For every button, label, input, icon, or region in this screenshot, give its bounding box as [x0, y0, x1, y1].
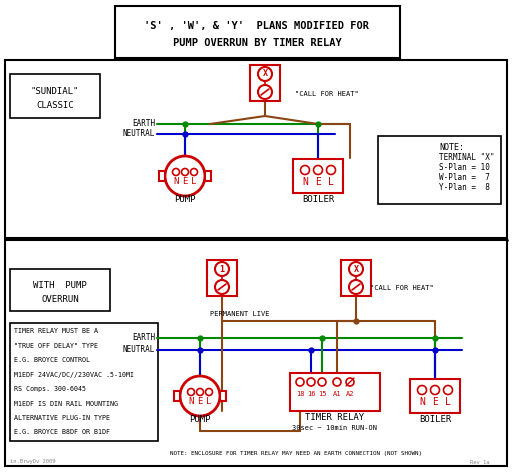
Text: L: L	[445, 397, 451, 407]
Circle shape	[165, 156, 205, 196]
Text: M1EDF IS DIN RAIL MOUNTING: M1EDF IS DIN RAIL MOUNTING	[14, 400, 118, 407]
Text: NEUTRAL: NEUTRAL	[123, 346, 155, 355]
Bar	[174, 391, 180, 401]
Text: 'S' , 'W', & 'Y'  PLANS MODIFIED FOR: 'S' , 'W', & 'Y' PLANS MODIFIED FOR	[144, 21, 370, 31]
Circle shape	[443, 386, 453, 395]
Bar	[290, 373, 380, 411]
Circle shape	[215, 262, 229, 276]
Text: TERMINAL "X": TERMINAL "X"	[439, 153, 495, 162]
Text: S-Plan = 10: S-Plan = 10	[439, 163, 490, 172]
Text: X: X	[353, 265, 358, 274]
Circle shape	[215, 280, 229, 294]
Text: BOILER: BOILER	[302, 196, 334, 205]
Circle shape	[190, 169, 198, 176]
Text: "SUNDIAL": "SUNDIAL"	[31, 88, 79, 97]
Bar	[220, 391, 226, 401]
Circle shape	[181, 169, 188, 176]
Text: L: L	[328, 177, 334, 187]
Text: NOTE:: NOTE:	[439, 143, 464, 152]
Bar	[10, 269, 110, 311]
Text: W-Plan =  7: W-Plan = 7	[439, 173, 490, 182]
Text: E.G. BROYCE CONTROL: E.G. BROYCE CONTROL	[14, 357, 90, 363]
Text: PERMANENT LIVE: PERMANENT LIVE	[210, 311, 270, 317]
Text: RS Comps. 300-6045: RS Comps. 300-6045	[14, 386, 86, 392]
Circle shape	[187, 388, 195, 396]
Text: N: N	[419, 397, 425, 407]
Text: E: E	[315, 177, 321, 187]
Bar	[378, 136, 501, 204]
Text: 16: 16	[307, 391, 315, 397]
Circle shape	[258, 67, 272, 81]
Text: L: L	[206, 397, 211, 407]
Bar	[250, 65, 280, 101]
Circle shape	[180, 376, 220, 416]
Circle shape	[346, 378, 354, 386]
Circle shape	[333, 378, 341, 386]
Text: "TRUE OFF DELAY" TYPE: "TRUE OFF DELAY" TYPE	[14, 343, 98, 348]
Bar	[293, 159, 343, 193]
Text: EARTH: EARTH	[132, 334, 155, 343]
Text: E: E	[432, 397, 438, 407]
Bar	[115, 6, 400, 58]
Text: PUMP: PUMP	[174, 196, 196, 205]
Bar	[410, 379, 460, 413]
Text: ALTERNATIVE PLUG-IN TYPE: ALTERNATIVE PLUG-IN TYPE	[14, 415, 110, 421]
Circle shape	[173, 169, 180, 176]
Text: TIMER RELAY: TIMER RELAY	[306, 414, 365, 423]
Text: "CALL FOR HEAT": "CALL FOR HEAT"	[370, 285, 434, 291]
Text: 18: 18	[296, 391, 304, 397]
Bar	[341, 260, 371, 296]
Bar	[207, 260, 237, 296]
Text: 30sec ~ 10min RUN-ON: 30sec ~ 10min RUN-ON	[292, 425, 377, 431]
Circle shape	[349, 280, 363, 294]
Circle shape	[417, 386, 426, 395]
Text: "CALL FOR HEAT": "CALL FOR HEAT"	[295, 91, 359, 97]
Text: E: E	[182, 178, 188, 187]
Text: NOTE: ENCLOSURE FOR TIMER RELAY MAY NEED AN EARTH CONNECTION (NOT SHOWN): NOTE: ENCLOSURE FOR TIMER RELAY MAY NEED…	[170, 452, 422, 456]
Text: E: E	[197, 397, 203, 407]
Text: TIMER RELAY MUST BE A: TIMER RELAY MUST BE A	[14, 328, 98, 334]
Text: PUMP: PUMP	[189, 416, 211, 425]
Text: Y-Plan =  8: Y-Plan = 8	[439, 184, 490, 192]
Bar	[5, 240, 507, 466]
Text: Rev 1a: Rev 1a	[471, 459, 490, 465]
Text: N: N	[188, 397, 194, 407]
Text: NEUTRAL: NEUTRAL	[123, 129, 155, 139]
Text: WITH  PUMP: WITH PUMP	[33, 281, 87, 290]
Bar	[205, 171, 211, 181]
Bar	[10, 74, 100, 118]
Text: N: N	[302, 177, 308, 187]
Bar	[10, 323, 158, 441]
Text: PUMP OVERRUN BY TIMER RELAY: PUMP OVERRUN BY TIMER RELAY	[173, 38, 342, 48]
Text: 15: 15	[318, 391, 326, 397]
Circle shape	[307, 378, 315, 386]
Circle shape	[349, 262, 363, 276]
Text: M1EDF 24VAC/DC//230VAC .5-10MI: M1EDF 24VAC/DC//230VAC .5-10MI	[14, 371, 134, 377]
Text: BOILER: BOILER	[419, 416, 451, 425]
Circle shape	[431, 386, 439, 395]
Circle shape	[313, 166, 323, 175]
Text: in.BrwyDv 2009: in.BrwyDv 2009	[10, 459, 55, 465]
Text: N: N	[174, 178, 179, 187]
Text: E.G. BROYCE B8DF OR B1DF: E.G. BROYCE B8DF OR B1DF	[14, 429, 110, 436]
Circle shape	[205, 388, 212, 396]
Text: A2: A2	[346, 391, 354, 397]
Text: X: X	[263, 69, 267, 79]
Text: 1: 1	[220, 265, 224, 274]
Circle shape	[258, 85, 272, 99]
Circle shape	[327, 166, 335, 175]
Circle shape	[296, 378, 304, 386]
Text: OVERRUN: OVERRUN	[41, 295, 79, 304]
Bar	[5, 60, 507, 238]
Text: CLASSIC: CLASSIC	[36, 101, 74, 110]
Circle shape	[197, 388, 203, 396]
Bar	[159, 171, 165, 181]
Text: A1: A1	[333, 391, 342, 397]
Text: L: L	[191, 178, 197, 187]
Circle shape	[301, 166, 309, 175]
Text: EARTH: EARTH	[132, 119, 155, 129]
Circle shape	[318, 378, 326, 386]
